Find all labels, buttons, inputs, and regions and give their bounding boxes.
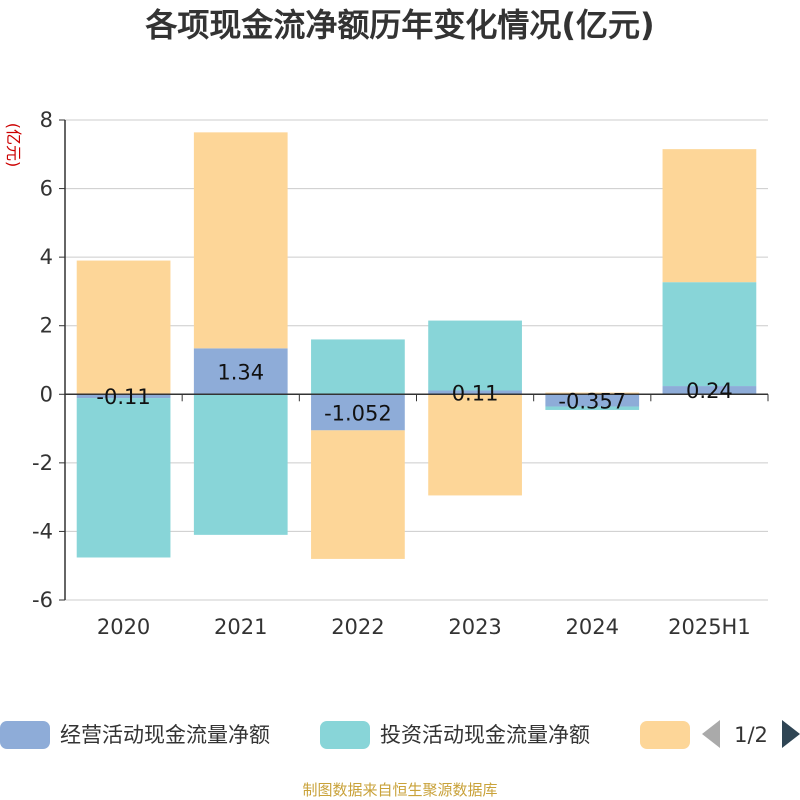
bar-series-1-2025H1: [662, 386, 757, 395]
data-label: -0.357: [558, 389, 626, 413]
bar-series-3-2025H1: [662, 149, 757, 283]
legend-page-indicator: 1/2: [734, 723, 768, 747]
bar-series-1-2024: [545, 394, 640, 407]
y-tick-label: -4: [32, 519, 53, 543]
data-label: -0.11: [96, 385, 150, 409]
axes: 8 6 4 2 0 -2 -4 -6 2020 2021 2022 2023 2024 2025H1: [32, 108, 769, 639]
y-tick-label: -6: [32, 588, 53, 612]
data-label: 1.34: [217, 360, 264, 384]
y-tick-label: 0: [40, 382, 53, 406]
legend: 经营活动现金流量净额 投资活动现金流量净额 1/2: [0, 720, 800, 749]
bar-series-2-2024: [545, 406, 640, 410]
x-tick-label: 2020: [97, 615, 150, 639]
y-tick-label: 6: [40, 177, 53, 201]
bar-series-3-2024: [545, 392, 640, 395]
bar-series-2-2023: [428, 320, 522, 391]
x-tick-label: 2025H1: [668, 615, 751, 639]
legend-swatch-2[interactable]: [320, 721, 370, 749]
triangle-left-icon[interactable]: [702, 720, 720, 748]
bar-series-3-2022: [311, 430, 405, 559]
bar-series-3-2021: [193, 132, 288, 349]
legend-swatch-3[interactable]: [640, 721, 690, 749]
data-labels: -0.11 1.34 -1.052 0.11 -0.357 0.24: [96, 360, 732, 425]
bar-series-1-2020: [76, 394, 171, 399]
x-tick-label: 2023: [448, 615, 501, 639]
data-label: 0.11: [452, 381, 499, 405]
bar-series-2-2020: [76, 398, 171, 558]
x-tick-label: 2021: [214, 615, 267, 639]
bar-series-3-2023: [428, 394, 522, 496]
bars: [76, 132, 757, 559]
y-tick-label: 8: [40, 108, 53, 132]
x-tick-label: 2022: [331, 615, 384, 639]
bar-series-2-2025H1: [662, 282, 757, 387]
data-label: -1.052: [324, 401, 392, 425]
bar-series-1-2023: [428, 390, 522, 395]
bar-series-1-2022: [311, 394, 405, 431]
y-tick-label: -2: [32, 451, 53, 475]
x-tick-label: 2024: [566, 615, 619, 639]
bar-series-2-2021: [193, 394, 288, 535]
legend-label-1[interactable]: 经营活动现金流量净额: [60, 723, 270, 747]
chart-title: 各项现金流净额历年变化情况(亿元): [145, 6, 654, 44]
bar-series-1-2021: [193, 348, 288, 395]
y-tick-label: 4: [40, 245, 53, 269]
y-tick-label: 2: [40, 314, 53, 338]
bar-series-2-2022: [311, 339, 405, 395]
bar-series-3-2020: [76, 260, 171, 395]
y-axis-label: (亿元): [4, 123, 23, 168]
source-note: 制图数据来自恒生聚源数据库: [302, 781, 497, 799]
legend-swatch-1[interactable]: [0, 721, 50, 749]
triangle-right-icon[interactable]: [782, 720, 800, 748]
grid: [65, 119, 768, 601]
legend-label-2[interactable]: 投资活动现金流量净额: [380, 723, 590, 747]
data-label: 0.24: [686, 379, 733, 403]
